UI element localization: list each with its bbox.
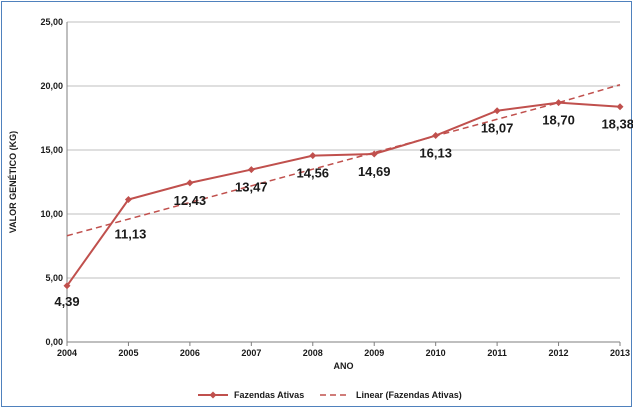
data-labels: 4,39 11,13 12,43 13,47 14,56 14,69 16,13 18,07 1… xyxy=(54,113,633,309)
main-series xyxy=(63,99,624,290)
legend-marker-fazendas-ativas xyxy=(209,391,217,399)
y-axis-title: VALOR GENÉTICO (KG) xyxy=(8,131,18,233)
data-point xyxy=(616,103,624,111)
y-tick-label: 15,00 xyxy=(40,145,63,155)
data-label: 13,47 xyxy=(235,180,268,195)
x-tick-label: 2009 xyxy=(364,348,384,358)
x-tick-label: 2004 xyxy=(57,348,77,358)
x-tick-label: 2011 xyxy=(487,348,507,358)
x-tick-label: 2012 xyxy=(549,348,569,358)
x-tick-label: 2007 xyxy=(241,348,261,358)
axes xyxy=(66,22,621,346)
y-tick-label: 10,00 xyxy=(40,209,63,219)
y-tick-label: 25,00 xyxy=(40,17,63,27)
data-label: 18,70 xyxy=(542,113,575,128)
data-label: 14,69 xyxy=(358,164,391,179)
gridlines xyxy=(67,21,620,279)
x-axis-title: ANO xyxy=(334,361,354,371)
x-tick-label: 2008 xyxy=(303,348,323,358)
x-tick-label: 2006 xyxy=(180,348,200,358)
data-point xyxy=(309,152,317,160)
x-tick-label: 2013 xyxy=(610,348,630,358)
data-point xyxy=(432,132,440,140)
x-tick-label: 2005 xyxy=(118,348,138,358)
data-label: 18,38 xyxy=(601,117,633,132)
x-tick-label: 2010 xyxy=(426,348,446,358)
data-point xyxy=(63,282,71,290)
data-label: 16,13 xyxy=(419,146,452,161)
data-point xyxy=(493,107,501,115)
y-tick-label: 20,00 xyxy=(40,81,63,91)
legend: Fazendas Ativas Linear (Fazendas Ativas) xyxy=(198,390,462,400)
trendline-series xyxy=(66,83,621,237)
series-line-fazendas-ativas xyxy=(66,101,621,287)
data-label: 12,43 xyxy=(174,193,207,208)
data-point xyxy=(247,166,255,174)
data-label: 11,13 xyxy=(115,227,147,242)
y-axis-tick-labels: 0,00 5,00 10,00 15,00 20,00 25,00 xyxy=(40,17,63,347)
x-axis-tick-labels: 2004 2005 2006 2007 2008 2009 2010 2011 2012 2013 xyxy=(57,348,630,358)
legend-label-fazendas-ativas: Fazendas Ativas xyxy=(234,390,304,400)
data-point xyxy=(555,99,563,107)
data-label: 4,39 xyxy=(54,294,79,309)
trendline xyxy=(66,83,621,237)
legend-label-linear: Linear (Fazendas Ativas) xyxy=(356,390,462,400)
data-label: 18,07 xyxy=(481,121,514,136)
data-point xyxy=(186,179,194,187)
y-tick-label: 0,00 xyxy=(45,337,63,347)
data-point xyxy=(124,196,132,204)
data-point xyxy=(370,150,378,158)
data-label: 14,56 xyxy=(297,166,330,181)
y-tick-label: 5,00 xyxy=(45,273,63,283)
